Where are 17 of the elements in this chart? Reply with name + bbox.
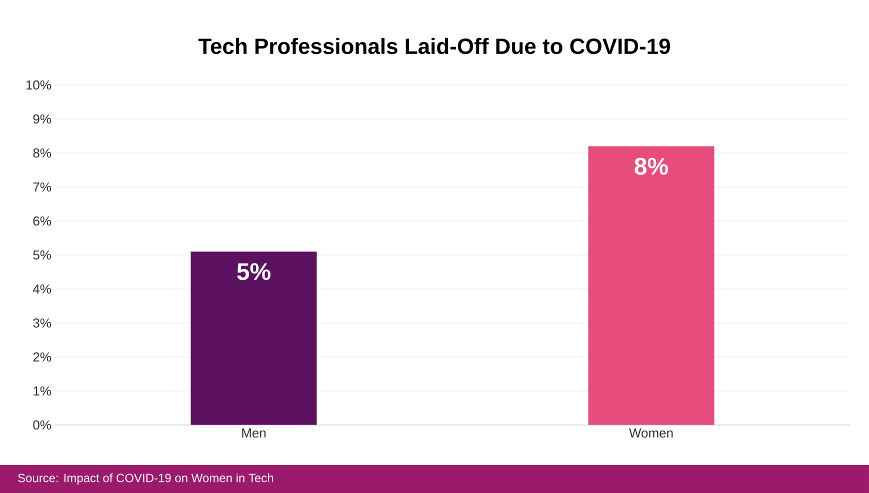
y-tick-label: 0%	[33, 420, 52, 430]
y-tick-label: 6%	[33, 216, 52, 226]
chart-title: Tech Professionals Laid-Off Due to COVID-19	[198, 38, 670, 54]
x-tick-label: Men	[242, 428, 266, 438]
x-tick-label: Women	[629, 428, 673, 438]
source-note: Source: Impact of COVID-19 on Women in Tech	[18, 473, 274, 485]
y-tick-label: 5%	[33, 250, 52, 260]
y-tick-label: 4%	[32, 284, 52, 294]
data-label: 5%	[237, 263, 270, 280]
y-tick-label: 9%	[33, 114, 52, 124]
y-tick-label: 10%	[26, 80, 52, 90]
y-tick-label: 1%	[34, 386, 52, 396]
data-label: 8%	[634, 158, 668, 175]
y-tick-label: 3%	[33, 318, 52, 328]
y-tick-label: 7%	[33, 182, 52, 192]
y-tick-label: 8%	[33, 148, 52, 158]
y-tick-label: 2%	[33, 352, 52, 362]
